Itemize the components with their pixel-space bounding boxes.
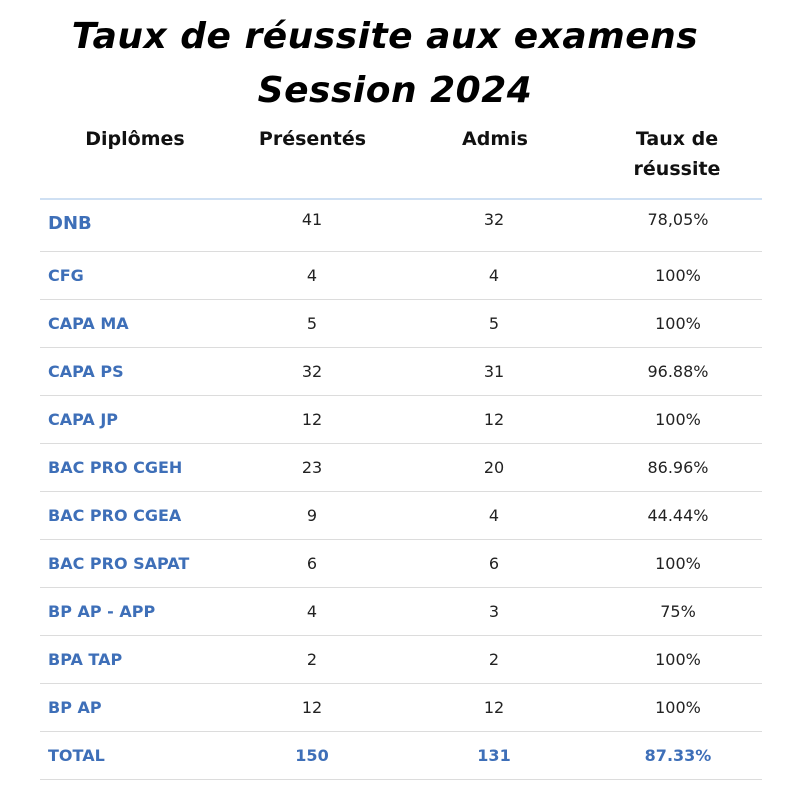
cell-taux: 78,05%	[647, 210, 709, 229]
cell-admis: 31	[483, 362, 505, 381]
cell-admis: 20	[483, 458, 505, 477]
cell-diplome: BAC PRO CGEH	[48, 458, 183, 477]
table-row: DNB 41 32 78,05%	[40, 200, 762, 252]
cell-diplome: BAC PRO SAPAT	[48, 554, 190, 573]
cell-admis: 5	[488, 314, 500, 333]
cell-presentes: 4	[306, 602, 318, 621]
table-row: CFG 4 4 100%	[40, 252, 762, 300]
cell-taux: 75%	[660, 602, 696, 621]
cell-taux: 100%	[655, 410, 701, 429]
table-row: CAPA PS 32 31 96.88%	[40, 348, 762, 396]
table-row-total: TOTAL 150 131 87.33%	[40, 732, 762, 780]
cell-diplome: CFG	[48, 266, 84, 285]
cell-presentes: 6	[306, 554, 318, 573]
cell-diplome: TOTAL	[48, 746, 105, 765]
cell-taux: 100%	[655, 314, 701, 333]
cell-presentes: 150	[295, 746, 329, 765]
cell-admis: 32	[483, 210, 505, 229]
cell-presentes: 41	[301, 210, 323, 229]
results-table: Diplômes Présentés Admis Taux de réussit…	[40, 116, 762, 780]
cell-diplome: BP AP - APP	[48, 602, 156, 621]
table-row: CAPA JP 12 12 100%	[40, 396, 762, 444]
cell-admis: 6	[488, 554, 500, 573]
cell-diplome: CAPA JP	[48, 410, 119, 429]
cell-admis: 2	[488, 650, 500, 669]
page-title-line2: Session 2024	[257, 70, 533, 111]
table-row: BAC PRO CGEA 9 4 44.44%	[40, 492, 762, 540]
cell-presentes: 9	[306, 506, 318, 525]
table-row: BAC PRO SAPAT 6 6 100%	[40, 540, 762, 588]
cell-diplome: BAC PRO CGEA	[48, 506, 182, 525]
table-row: CAPA MA 5 5 100%	[40, 300, 762, 348]
cell-admis: 12	[483, 410, 505, 429]
cell-taux: 100%	[655, 650, 701, 669]
cell-presentes: 4	[306, 266, 318, 285]
cell-admis: 3	[488, 602, 500, 621]
header-taux: Taux de réussite	[633, 128, 721, 180]
cell-diplome: BPA TAP	[48, 650, 123, 669]
cell-taux: 100%	[655, 554, 701, 573]
header-diplomes: Diplômes	[85, 128, 185, 150]
cell-admis: 131	[477, 746, 511, 765]
cell-diplome: DNB	[48, 213, 92, 234]
table-row: BP AP - APP 4 3 75%	[40, 588, 762, 636]
cell-taux: 86.96%	[647, 458, 709, 477]
header-admis: Admis	[462, 128, 528, 150]
cell-presentes: 32	[301, 362, 323, 381]
cell-admis: 4	[488, 506, 500, 525]
table-header-row: Diplômes Présentés Admis Taux de réussit…	[40, 116, 762, 200]
cell-presentes: 12	[301, 698, 323, 717]
cell-admis: 12	[483, 698, 505, 717]
cell-diplome: CAPA MA	[48, 314, 129, 333]
cell-taux: 100%	[655, 698, 701, 717]
cell-admis: 4	[488, 266, 500, 285]
page-title-line1: Taux de réussite aux examens	[71, 16, 699, 57]
cell-presentes: 2	[306, 650, 318, 669]
table-row: BAC PRO CGEH 23 20 86.96%	[40, 444, 762, 492]
cell-taux: 44.44%	[647, 506, 709, 525]
header-presentes: Présentés	[258, 128, 367, 150]
cell-taux: 96.88%	[647, 362, 709, 381]
cell-presentes: 12	[301, 410, 323, 429]
table-row: BP AP 12 12 100%	[40, 684, 762, 732]
cell-diplome: CAPA PS	[48, 362, 124, 381]
cell-presentes: 23	[301, 458, 323, 477]
table-row: BPA TAP 2 2 100%	[40, 636, 762, 684]
cell-taux: 100%	[655, 266, 701, 285]
cell-taux: 87.33%	[644, 746, 712, 765]
cell-diplome: BP AP	[48, 698, 102, 717]
cell-presentes: 5	[306, 314, 318, 333]
